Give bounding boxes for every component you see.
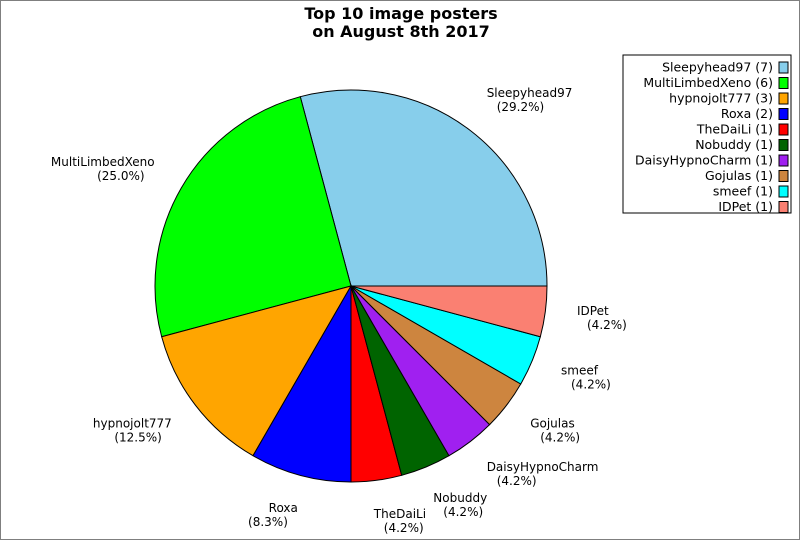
legend-label-sleepyhead97: Sleepyhead97 (7) — [662, 60, 773, 75]
pie-slice-sleepyhead97 — [299, 89, 548, 287]
slice-label-roxa: Roxa — [269, 501, 298, 515]
slice-percent-multilimbedxeno: (25.0%) — [97, 169, 144, 183]
slice-label-gojulas: Gojulas — [530, 417, 575, 431]
legend: Sleepyhead97 (7)MultiLimbedXeno (6)hypno… — [635, 60, 789, 214]
slice-label-idpet: IDPet — [577, 304, 609, 318]
chart-title-line-2: on August 8th 2017 — [312, 22, 490, 41]
legend-label-thedaili: TheDaiLi (1) — [696, 122, 773, 137]
chart-title-line-1: Top 10 image posters — [304, 4, 497, 23]
slice-percent-smeef: (4.2%) — [571, 377, 611, 391]
legend-swatch-hypnojolt777 — [778, 92, 789, 105]
legend-label-multilimbedxeno: MultiLimbedXeno (6) — [643, 75, 773, 90]
legend-box — [622, 54, 792, 214]
legend-swatch-roxa — [778, 108, 789, 120]
slice-label-hypnojolt777: hypnojolt777 — [93, 417, 172, 431]
legend-swatch-gojulas — [778, 170, 789, 182]
slice-percent-sleepyhead97: (29.2%) — [497, 100, 544, 114]
slice-percent-thedaili: (4.2%) — [384, 521, 424, 535]
slice-percent-gojulas: (4.2%) — [540, 431, 580, 445]
legend-label-idpet: IDPet (1) — [718, 199, 773, 214]
slice-label-sleepyhead97: Sleepyhead97 — [487, 86, 573, 100]
pie-labels: Sleepyhead97(29.2%) MultiLimbedXeno(25.0%… — [51, 86, 627, 535]
legend-label-gojulas: Gojulas (1) — [705, 168, 773, 183]
legend-label-daisyhypnocharm: DaisyHypnoCharm (1) — [635, 153, 773, 168]
slice-percent-daisyhypnocharm: (4.2%) — [497, 474, 537, 488]
legend-swatch-sleepyhead97 — [778, 61, 789, 74]
pie-slice-multilimbedxeno — [154, 96, 352, 338]
slice-percent-nobuddy: (4.2%) — [443, 505, 483, 519]
slice-label-smeef: smeef — [561, 363, 599, 377]
pie-slices — [154, 89, 548, 483]
legend-swatch-smeef — [778, 185, 789, 198]
slice-label-daisyhypnocharm: DaisyHypnoCharm — [487, 460, 599, 474]
slice-label-nobuddy: Nobuddy — [433, 491, 487, 505]
legend-label-roxa: Roxa (2) — [721, 106, 773, 121]
pie-slice-idpet — [350, 285, 548, 338]
legend-swatch-multilimbedxeno — [778, 77, 789, 89]
legend-label-hypnojolt777: hypnojolt777 (3) — [669, 91, 773, 106]
slice-label-thedaili: TheDaiLi — [373, 507, 426, 521]
pie-slice-roxa — [252, 284, 352, 483]
legend-swatch-nobuddy — [778, 139, 789, 151]
pie-slice-hypnojolt777 — [161, 285, 353, 457]
legend-swatch-idpet — [778, 201, 789, 213]
legend-swatch-thedaili — [778, 123, 789, 136]
slice-label-multilimbedxeno: MultiLimbedXeno — [51, 155, 155, 169]
legend-label-smeef: smeef (1) — [713, 184, 773, 199]
slice-percent-hypnojolt777: (12.5%) — [114, 431, 161, 445]
slice-percent-idpet: (4.2%) — [587, 318, 627, 332]
legend-label-nobuddy: Nobuddy (1) — [695, 137, 773, 152]
slice-percent-roxa: (8.3%) — [248, 515, 288, 529]
legend-swatch-daisyhypnocharm — [778, 154, 789, 167]
